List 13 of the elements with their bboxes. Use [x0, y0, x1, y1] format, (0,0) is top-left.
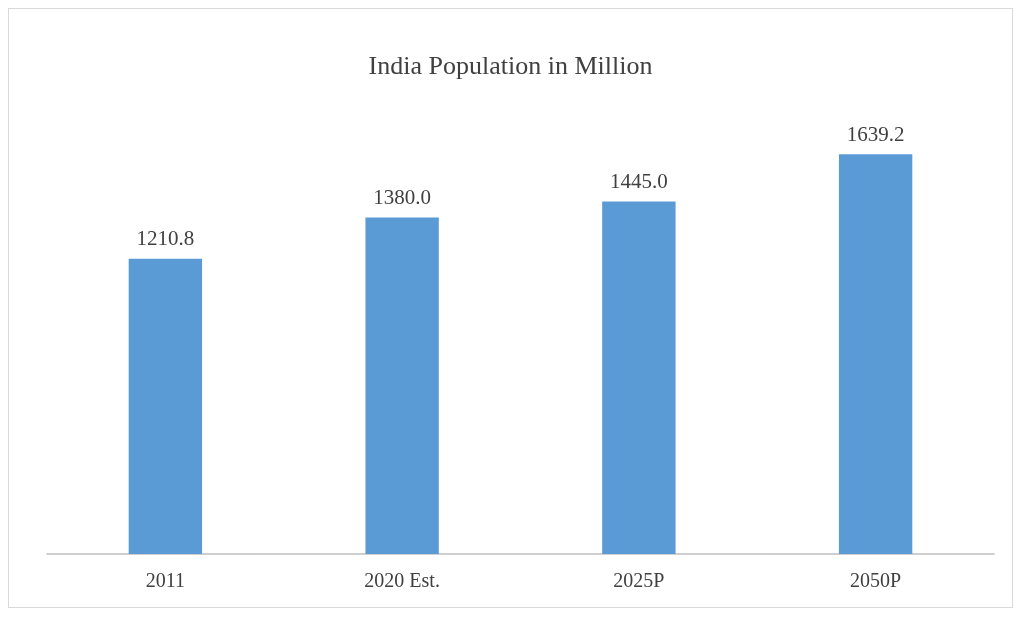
data-label: 1445.0 — [610, 169, 668, 194]
x-tick-label: 2025P — [613, 569, 665, 591]
data-label: 1380.0 — [373, 184, 431, 209]
bar — [838, 154, 913, 554]
bar — [602, 201, 676, 554]
bar — [365, 217, 439, 554]
data-label: 1639.2 — [846, 121, 905, 146]
data-label: 1210.8 — [136, 226, 195, 251]
x-tick-label: 2020 Est. — [364, 569, 440, 591]
bar — [128, 258, 203, 554]
x-tick-label: 2011 — [145, 569, 186, 591]
chart-title: India Population in Million — [368, 50, 653, 80]
x-tick-label: 2050P — [850, 569, 902, 591]
